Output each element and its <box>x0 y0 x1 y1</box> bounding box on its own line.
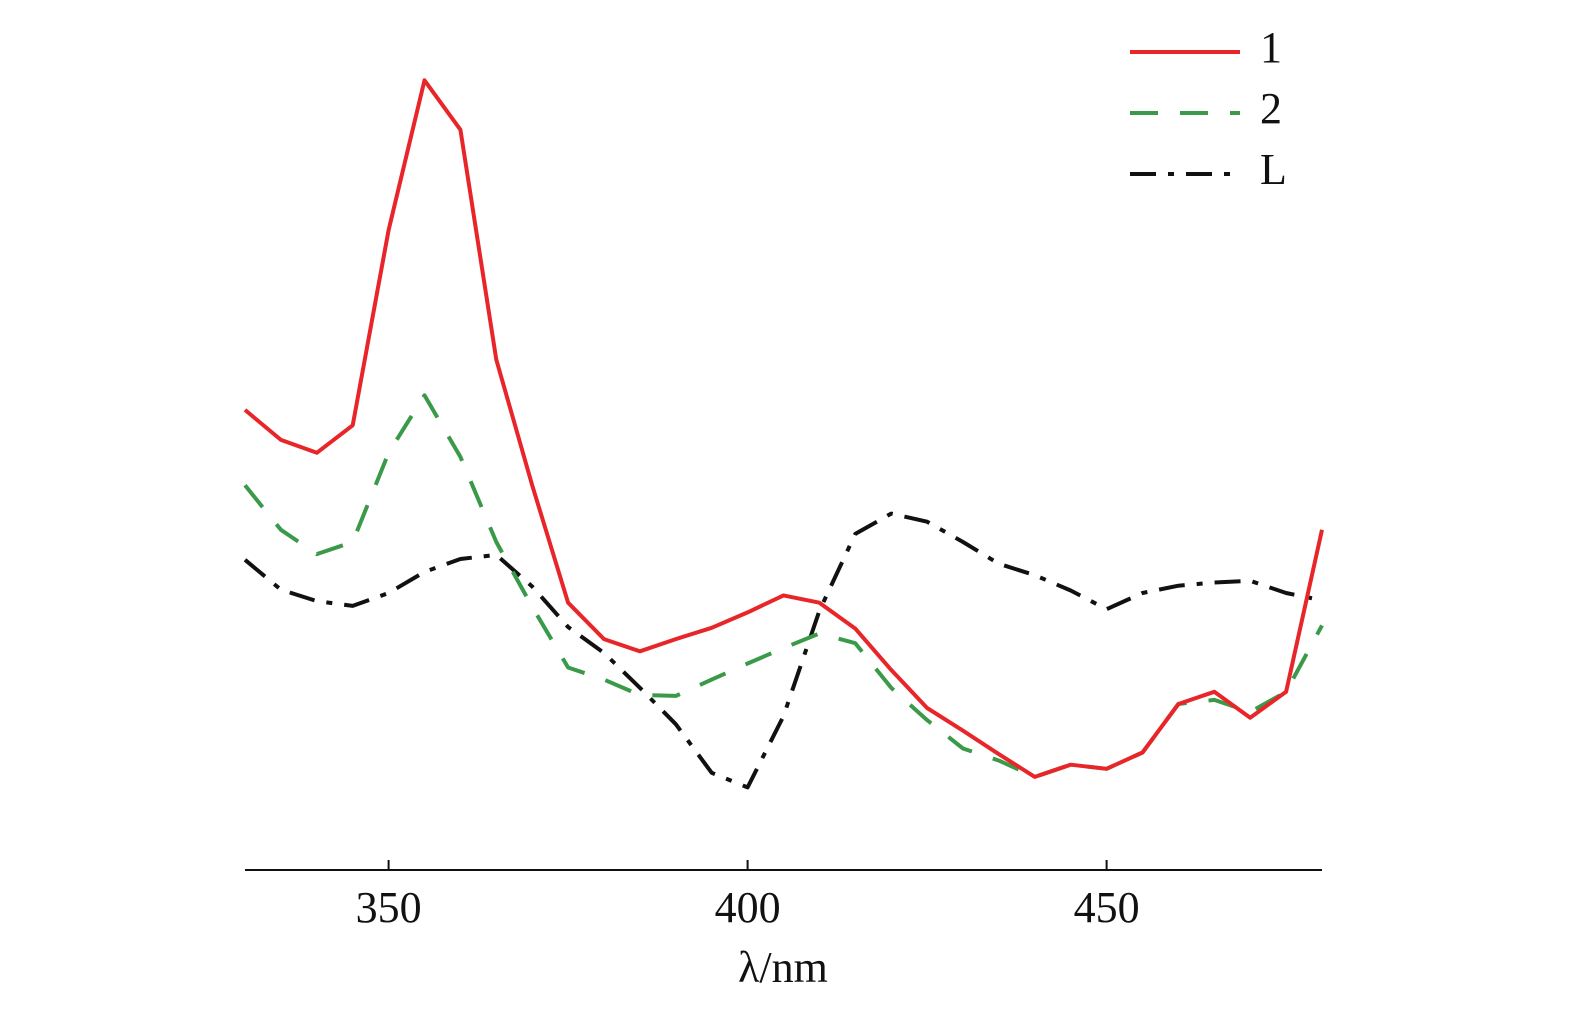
legend-label: 2 <box>1260 84 1282 133</box>
line-series <box>243 78 1324 779</box>
x-axis-label: λ/nm <box>738 943 828 992</box>
x-tick-label: 350 <box>356 883 422 932</box>
line-series <box>243 511 1323 790</box>
x-tick-label: 400 <box>715 883 781 932</box>
legend-label: L <box>1260 145 1287 194</box>
x-tick-label: 450 <box>1074 883 1140 932</box>
legend-label: 1 <box>1260 23 1282 72</box>
